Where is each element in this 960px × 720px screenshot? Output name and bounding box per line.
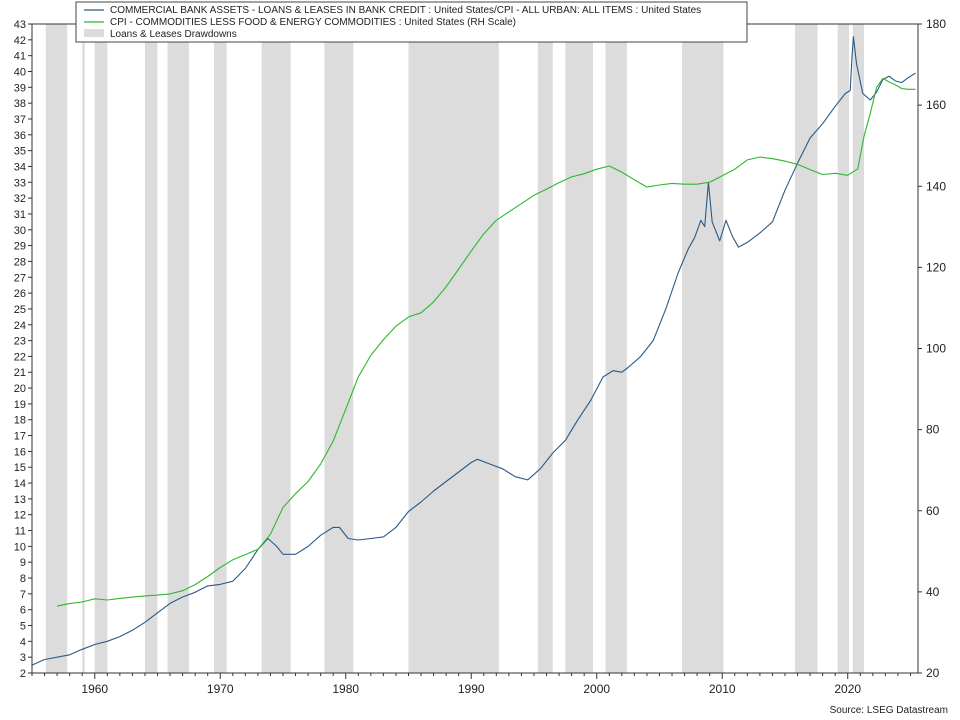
y-left-tick-label: 31: [14, 209, 26, 221]
drawdown-band: [261, 24, 291, 673]
y-left-tick-label: 32: [14, 193, 26, 205]
y-left-tick-label: 39: [14, 82, 26, 94]
y-left-tick-label: 42: [14, 35, 26, 47]
y-left-tick-label: 26: [14, 288, 26, 300]
source-note: Source: LSEG Datastream: [830, 705, 948, 716]
y-left-tick-label: 18: [14, 415, 26, 427]
y-left-tick-label: 35: [14, 146, 26, 158]
drawdown-band: [167, 24, 189, 673]
y-right-tick-label: 120: [926, 260, 946, 274]
x-tick-label: 1980: [332, 682, 359, 696]
y-right-tick-label: 140: [926, 179, 946, 193]
legend: COMMERCIAL BANK ASSETS - LOANS & LEASES …: [75, 1, 748, 43]
drawdown-band: [537, 24, 553, 673]
y-left-tick-label: 10: [14, 541, 26, 553]
axes: 2345678910111213141516171819202122232425…: [14, 17, 947, 696]
y-left-tick-label: 40: [14, 66, 26, 78]
drawdown-band: [682, 24, 724, 673]
y-left-tick-label: 15: [14, 462, 26, 474]
y-left-tick-label: 13: [14, 494, 26, 506]
y-left-tick-label: 25: [14, 304, 26, 316]
series-line-cpi: [56, 77, 916, 607]
y-left-tick-label: 4: [20, 636, 26, 648]
y-left-tick-label: 28: [14, 256, 26, 268]
y-left-tick-label: 33: [14, 177, 26, 189]
y-left-tick-label: 43: [14, 19, 26, 31]
x-tick-label: 1960: [81, 682, 108, 696]
legend-label-cpi: CPI - COMMODITIES LESS FOOD & ENERGY COM…: [110, 17, 516, 28]
y-left-tick-label: 3: [20, 652, 26, 664]
x-tick-label: 1970: [207, 682, 234, 696]
y-left-tick-label: 19: [14, 399, 26, 411]
series-line-loans: [31, 36, 916, 666]
y-left-tick-label: 36: [14, 130, 26, 142]
y-left-tick-label: 2: [20, 668, 26, 680]
drawdown-band: [852, 24, 865, 673]
y-left-tick-label: 37: [14, 114, 26, 126]
y-left-tick-label: 21: [14, 367, 26, 379]
y-right-tick-label: 100: [926, 342, 946, 356]
x-tick-label: 2010: [709, 682, 736, 696]
drawdown-band: [324, 24, 354, 673]
y-left-tick-label: 29: [14, 241, 26, 253]
legend-label-loans: COMMERCIAL BANK ASSETS - LOANS & LEASES …: [110, 5, 701, 16]
drawdown-band: [94, 24, 108, 673]
drawdown-band: [565, 24, 593, 673]
y-left-tick-label: 38: [14, 98, 26, 110]
y-right-tick-label: 160: [926, 98, 946, 112]
drawdown-band: [408, 24, 499, 673]
legend-swatch-drawdown: [84, 29, 104, 37]
y-left-tick-label: 30: [14, 225, 26, 237]
y-left-tick-label: 7: [20, 589, 26, 601]
drawdown-band: [144, 24, 158, 673]
legend-label-drawdown: Loans & Leases Drawdowns: [110, 29, 237, 40]
y-left-tick-label: 23: [14, 336, 26, 348]
y-left-tick-label: 34: [14, 161, 26, 173]
drawdown-band: [605, 24, 627, 673]
x-tick-label: 2000: [583, 682, 610, 696]
y-left-tick-label: 14: [14, 478, 26, 490]
drawdown-bands: [45, 24, 865, 673]
drawdown-band: [213, 24, 227, 673]
y-right-tick-label: 40: [926, 585, 940, 599]
y-left-tick-label: 24: [14, 320, 26, 332]
legend-box: [75, 1, 748, 43]
y-left-tick-label: 12: [14, 510, 26, 522]
y-left-tick-label: 20: [14, 383, 26, 395]
y-left-tick-label: 17: [14, 431, 26, 443]
y-left-tick-label: 6: [20, 605, 26, 617]
y-right-tick-label: 180: [926, 17, 946, 31]
y-left-tick-label: 16: [14, 446, 26, 458]
y-left-tick-label: 5: [20, 621, 26, 633]
x-tick-label: 1990: [458, 682, 485, 696]
y-left-tick-label: 27: [14, 272, 26, 284]
y-left-tick-label: 9: [20, 557, 26, 569]
drawdown-band: [837, 24, 849, 673]
y-left-tick-label: 22: [14, 351, 26, 363]
drawdown-band: [45, 24, 68, 673]
x-tick-label: 2020: [834, 682, 861, 696]
drawdown-band: [795, 24, 818, 673]
drawdown-band: [82, 24, 85, 673]
y-right-tick-label: 20: [926, 666, 940, 680]
series-lines: [31, 36, 916, 666]
y-left-tick-label: 8: [20, 573, 26, 585]
y-left-tick-label: 41: [14, 51, 26, 63]
y-left-tick-label: 11: [15, 526, 26, 538]
y-right-tick-label: 60: [926, 504, 940, 518]
y-right-tick-label: 80: [926, 423, 940, 437]
